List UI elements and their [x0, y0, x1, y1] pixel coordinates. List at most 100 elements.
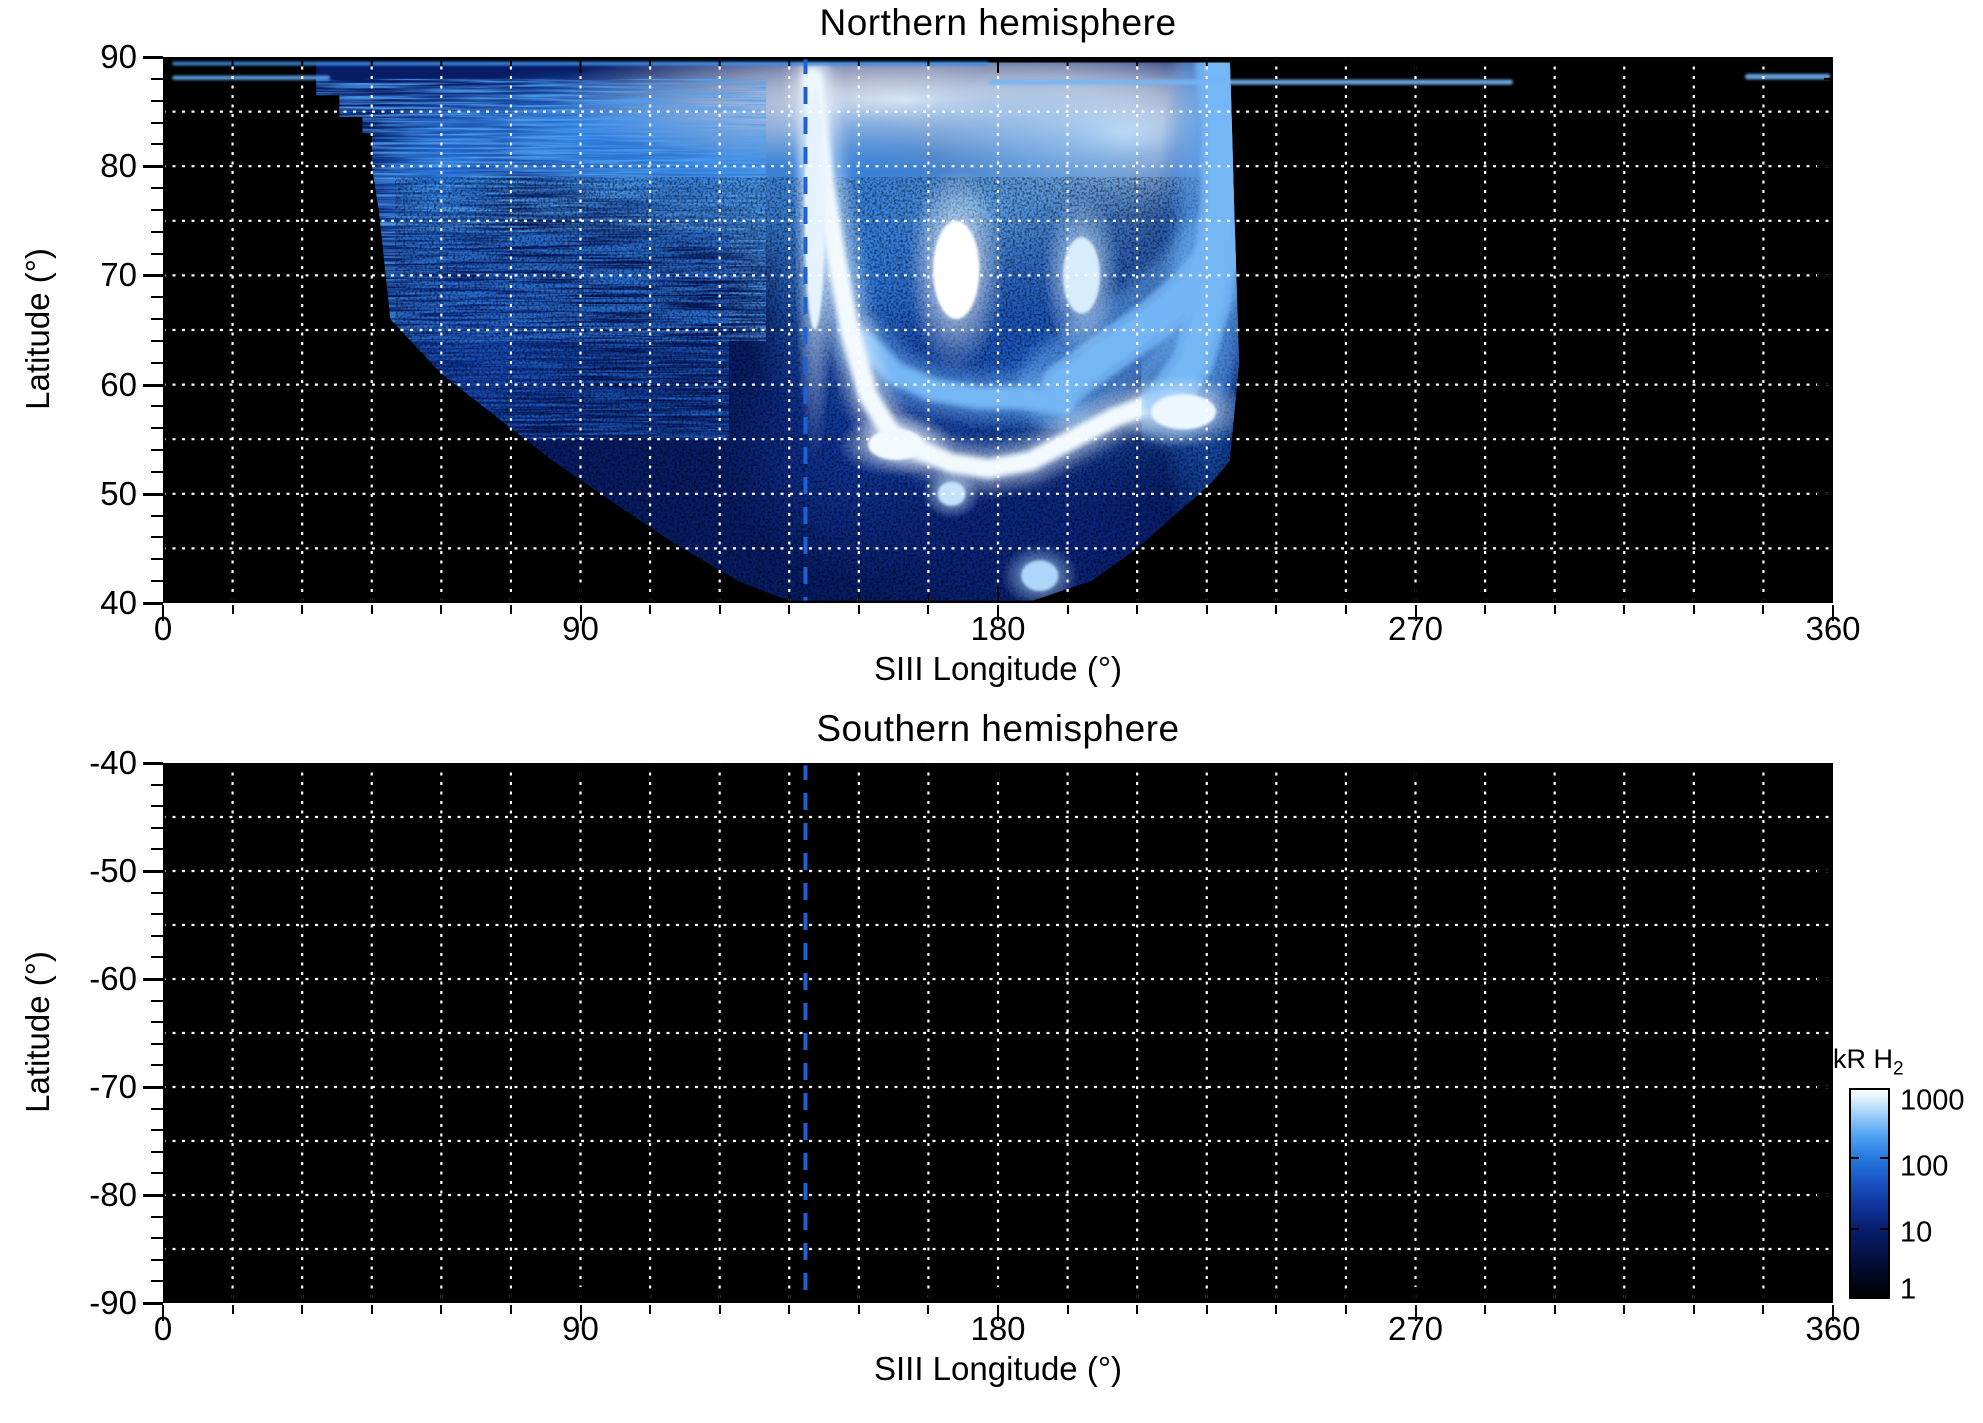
y-major-tick: [143, 1194, 163, 1197]
y-minor-tick: [151, 783, 163, 786]
y-minor-tick: [151, 449, 163, 452]
x-major-tick: [162, 605, 164, 621]
colorbar-tick-label: 100: [1900, 1150, 1949, 1183]
x-tick-label: 360: [1805, 610, 1861, 647]
x-minor-tick: [1623, 605, 1626, 614]
y-minor-tick: [151, 208, 163, 211]
x-tick-label: 270: [1387, 610, 1444, 647]
x-minor-tick: [370, 1305, 373, 1314]
y-minor-tick: [151, 77, 163, 80]
x-minor-tick: [1553, 1305, 1556, 1314]
x-minor-tick: [857, 605, 860, 614]
x-tick-label: 0: [153, 1310, 173, 1347]
x-minor-tick: [231, 605, 234, 614]
x-tick-label: 180: [970, 610, 1026, 647]
x-minor-tick: [788, 605, 791, 614]
y-minor-tick: [151, 580, 163, 583]
x-tick-label: 90: [562, 610, 599, 647]
y-tick-label: 60: [100, 365, 137, 403]
colorbar-title: kR H2: [1833, 1044, 1904, 1080]
y-minor-tick: [151, 252, 163, 255]
y-minor-tick: [151, 1129, 163, 1132]
y-major-tick: [143, 870, 163, 873]
y-major-tick: [143, 978, 163, 981]
x-major-tick: [1832, 605, 1834, 621]
x-minor-tick: [1275, 1305, 1278, 1314]
x-minor-tick: [1205, 1305, 1208, 1314]
x-minor-tick: [1275, 605, 1278, 614]
y-minor-tick: [151, 230, 163, 233]
y-tick-label: 90: [100, 38, 137, 75]
y-major-tick: [143, 274, 163, 278]
y-major-tick: [143, 1302, 163, 1305]
x-minor-tick: [1136, 1305, 1139, 1314]
x-minor-tick: [509, 1305, 512, 1314]
y-major-tick: [143, 383, 163, 387]
y-minor-tick: [151, 514, 163, 517]
colorbar-tick-label: 1: [1900, 1273, 1917, 1306]
y-minor-tick: [151, 187, 163, 190]
x-minor-tick: [1066, 1305, 1069, 1314]
colorbar-unit-subscript: 2: [1893, 1058, 1904, 1080]
x-minor-tick: [649, 1305, 652, 1314]
y-major-tick: [143, 762, 163, 765]
x-minor-tick: [440, 605, 443, 614]
x-minor-tick: [1484, 605, 1487, 614]
y-minor-tick: [151, 826, 163, 829]
y-tick-label: 50: [100, 474, 137, 512]
y-minor-tick: [151, 427, 163, 430]
y-minor-tick: [151, 1107, 163, 1110]
y-minor-tick: [151, 470, 163, 473]
x-minor-tick: [1553, 605, 1556, 614]
x-minor-tick: [1136, 605, 1139, 614]
y-minor-tick: [151, 99, 163, 102]
x-major-tick: [579, 1305, 582, 1321]
y-minor-tick: [151, 405, 163, 408]
colorbar-tickmark: [1851, 1227, 1859, 1230]
y-minor-tick: [151, 1280, 163, 1283]
x-minor-tick: [927, 605, 930, 614]
y-minor-tick: [151, 1064, 163, 1067]
x-minor-tick: [231, 1305, 234, 1314]
x-minor-tick: [1762, 605, 1765, 614]
y-minor-tick: [151, 934, 163, 937]
colorbar-unit: kR H: [1833, 1044, 1893, 1074]
colorbar-tick-label: 10: [1900, 1216, 1933, 1249]
x-minor-tick: [1205, 605, 1208, 614]
x-minor-tick: [718, 1305, 721, 1314]
x-tick-label: 360: [1805, 1310, 1861, 1347]
y-tick-label: 70: [100, 256, 137, 294]
y-minor-tick: [151, 1042, 163, 1045]
axes-frame: [163, 763, 1833, 1303]
y-major-tick: [143, 56, 163, 59]
x-minor-tick: [927, 1305, 930, 1314]
x-major-tick: [579, 605, 582, 621]
y-minor-tick: [151, 318, 163, 321]
axes-frame: [163, 57, 1833, 603]
colorbar-tick-label: 1000: [1900, 1084, 1965, 1117]
y-minor-tick: [151, 361, 163, 364]
gridlines: [163, 763, 1833, 1303]
southern-hemisphere-heatmap: [163, 763, 1833, 1303]
y-minor-tick: [151, 1258, 163, 1261]
y-axis-label-south: Latitude (°): [19, 951, 56, 1113]
x-tick-label: 270: [1387, 1310, 1444, 1347]
x-minor-tick: [1484, 1305, 1487, 1314]
x-major-tick: [1832, 1305, 1834, 1321]
y-tick-label: -60: [89, 960, 137, 997]
y-minor-tick: [151, 1237, 163, 1240]
y-minor-tick: [151, 999, 163, 1002]
panel-title-south: Southern hemisphere: [816, 708, 1180, 749]
x-major-tick: [997, 1305, 999, 1321]
y-minor-tick: [151, 891, 163, 894]
y-minor-tick: [151, 805, 163, 808]
x-major-tick: [162, 1305, 164, 1321]
colorbar-tickmark: [1880, 1157, 1888, 1160]
colorbar-gradient: [1849, 1088, 1890, 1299]
y-minor-tick: [151, 558, 163, 561]
x-major-tick: [997, 605, 999, 621]
y-axis-label-north: Latitude (°): [19, 248, 56, 410]
northern-hemisphere-heatmap: [163, 57, 1833, 603]
x-tick-label: 180: [970, 1310, 1026, 1347]
